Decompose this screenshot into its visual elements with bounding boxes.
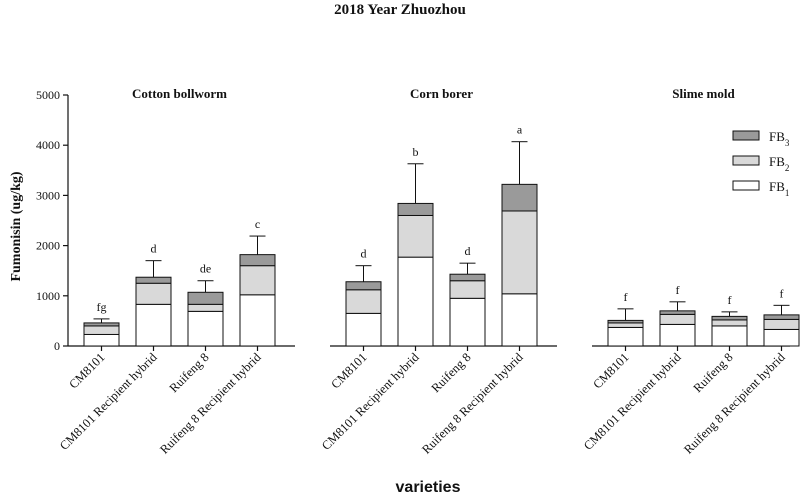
category-label: Ruifeng 8 Recipient hybrid [157,350,264,457]
bar-segment-fb3 [239,254,276,267]
significance-letter: f [728,293,732,307]
y-tick-label: 5000 [36,88,60,102]
group-title: Cotton bollworm [132,86,227,101]
significance-letter: fg [97,300,107,314]
y-tick-label: 2000 [36,239,60,253]
bar-segment-fb1 [83,333,120,347]
bars-layer [83,141,800,347]
y-tick-label: 4000 [36,138,60,152]
bar-segment-fb3 [187,291,224,305]
legend: FB3 FB2 FB1 [732,129,790,198]
bar-segment-fb2 [607,322,644,328]
category-label: CM8101 Recipient hybrid [581,350,684,453]
category-label: Ruifeng 8 Recipient hybrid [419,350,526,457]
bar-segment-fb2 [345,289,382,314]
y-axis-label: Fumonisin (ug/kg) [9,171,24,281]
category-label: CM8101 [590,350,631,391]
bar-segment-fb2 [397,214,434,258]
significance-letter: d [151,242,157,256]
significance-letter: c [255,217,260,231]
bar-segment-fb3 [135,276,172,284]
legend-label-fb3: FB3 [769,129,790,148]
bar-segment-fb1 [345,312,382,347]
bar-segment-fb1 [763,328,800,347]
legend-swatch-fb2 [732,155,760,166]
bar-segment-fb3 [763,314,800,320]
significance-letter: d [465,244,471,258]
bar-segment-fb3 [397,202,434,216]
legend-label-fb2: FB2 [769,154,789,173]
significance-letter: d [361,247,367,261]
category-label: Ruifeng 8 Recipient hybrid [681,350,788,457]
bar-segment-fb3 [449,273,486,282]
significance-letter: f [624,290,628,304]
significance-letter: f [676,283,680,297]
bar-segment-fb3 [607,319,644,324]
bar-segment-fb1 [501,293,538,347]
legend-swatch-fb1 [732,180,760,191]
significance-letter: a [517,123,523,137]
y-tick-label: 0 [54,339,60,353]
bar-segment-fb2 [187,303,224,312]
category-label: CM8101 [328,350,369,391]
significance-letter: b [413,145,419,159]
category-label: Ruifeng 8 [429,350,474,395]
legend-swatch-fb3 [732,130,760,141]
bar-segment-fb1 [607,326,644,347]
bar-segment-fb3 [345,281,382,291]
y-tick-label: 1000 [36,289,60,303]
bar-segment-fb2 [501,210,538,295]
group-title: Corn borer [410,86,473,101]
significance-letter: f [780,286,784,300]
category-label: Ruifeng 8 [691,350,736,395]
bar-segment-fb2 [135,282,172,305]
bar-segment-fb3 [711,315,748,321]
bar-segment-fb1 [187,310,224,347]
bar-segment-fb3 [659,310,696,315]
category-label: Ruifeng 8 [167,350,212,395]
category-label: CM8101 Recipient hybrid [319,350,422,453]
bar-segment-fb1 [397,256,434,347]
bar-segment-fb1 [449,297,486,347]
x-axis-label: varieties [396,479,461,496]
bar-segment-fb2 [239,265,276,296]
significance-letter: de [200,262,211,276]
y-tick-label: 3000 [36,188,60,202]
bar-segment-fb3 [501,183,538,212]
bar-segment-fb2 [449,280,486,299]
bar-segment-fb1 [135,303,172,347]
bar-segment-fb2 [711,319,748,327]
bar-segment-fb1 [711,325,748,347]
legend-label-fb1: FB1 [769,179,789,198]
group-title: Slime mold [672,86,735,101]
bar-segment-fb1 [239,294,276,347]
chart-title: 2018 Year Zhuozhou [334,2,466,18]
bar-segment-fb2 [659,313,696,325]
bar-segment-fb2 [83,325,120,335]
category-label: CM8101 Recipient hybrid [57,350,160,453]
bar-segment-fb3 [83,322,120,327]
bar-segment-fb2 [763,318,800,330]
category-label: CM8101 [66,350,107,391]
bar-segment-fb1 [659,323,696,347]
